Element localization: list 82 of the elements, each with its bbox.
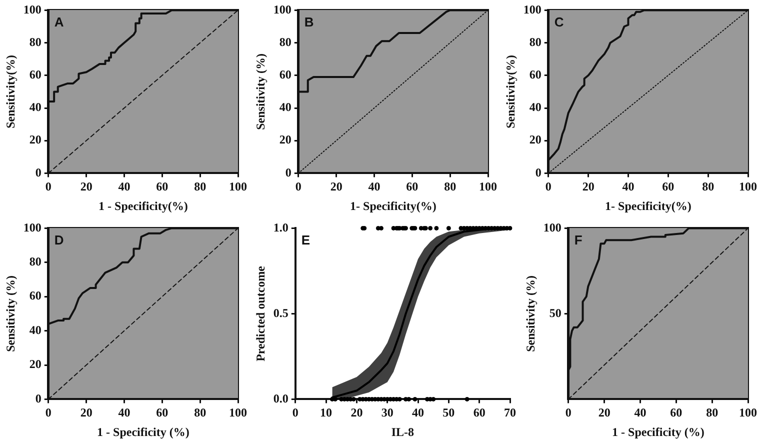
y-tick-label: 40 — [529, 100, 542, 114]
x-tick-label: 0 — [295, 179, 302, 194]
x-axis-title: 1- Specificity(%) — [350, 198, 436, 213]
x-tick-label: 60 — [670, 405, 682, 420]
x-tick-label: 40 — [634, 405, 646, 420]
y-tick-label: 0 — [35, 165, 42, 180]
x-tick-label: 40 — [118, 405, 130, 420]
y-tick-label: 100 — [23, 220, 42, 234]
y-tick-label: 100 — [23, 2, 42, 16]
y-tick-label: 80 — [29, 254, 42, 268]
y-tick-label: 0.5 — [273, 306, 288, 320]
y-axis-title: Sensitivity (%) — [3, 276, 18, 352]
y-tick-label: 0.0 — [273, 391, 288, 406]
x-tick-label: 40 — [412, 405, 424, 420]
x-tick-label: 60 — [156, 405, 168, 420]
annotation: B — [304, 14, 314, 30]
x-axis-title: IL-8 — [391, 424, 414, 439]
y-tick-label: 100 — [273, 2, 292, 16]
y-tick-label: 40 — [29, 100, 42, 114]
x-tick-label: 20 — [350, 405, 363, 420]
x-axis-title: 1 - Specificity(%) — [98, 198, 188, 213]
x-tick-label: 30 — [381, 405, 394, 420]
annotation: F — [574, 232, 582, 248]
y-tick-label: 100 — [523, 2, 542, 16]
x-tick-label: 60 — [662, 179, 674, 194]
y-axis-title: Sensitivity(%) — [3, 55, 18, 128]
x-tick-label: 80 — [194, 179, 206, 194]
x-tick-label: 80 — [702, 179, 714, 194]
x-tick-label: 70 — [504, 405, 516, 420]
y-axis-title: Sensitivity (%) — [253, 54, 268, 130]
y-tick-label: 20 — [279, 132, 292, 147]
y-tick-label: 40 — [279, 100, 292, 114]
y-tick-label: 20 — [29, 132, 42, 147]
y-axis-title: Predicted outcome — [253, 265, 268, 362]
x-tick-label: 50 — [442, 405, 455, 420]
y-axis-title: Sensitivity (%) — [523, 276, 538, 352]
y-tick-label: 40 — [29, 322, 42, 337]
x-tick-label: 0 — [45, 405, 52, 420]
x-tick-label: 0 — [45, 179, 52, 194]
x-tick-label: 40 — [622, 179, 634, 194]
y-axis-title: Sensitivity(%) — [503, 55, 518, 128]
x-tick-label: 60 — [156, 179, 168, 194]
annotation: D — [54, 232, 64, 248]
y-tick-label: 20 — [29, 357, 42, 372]
y-tick-label: 60 — [279, 67, 292, 82]
x-tick-label: 20 — [598, 405, 610, 420]
x-tick-label: 100 — [739, 405, 757, 420]
x-tick-label: 100 — [229, 405, 247, 420]
y-tick-label: 1.0 — [273, 220, 288, 234]
y-tick-label: 60 — [529, 67, 542, 82]
x-tick-label: 20 — [330, 179, 342, 194]
x-tick-label: 80 — [444, 179, 456, 194]
y-tick-label: 0 — [285, 165, 292, 180]
x-tick-label: 60 — [406, 179, 418, 194]
y-tick-label: 100 — [543, 220, 562, 234]
x-tick-label: 0 — [565, 405, 572, 420]
x-axis-title: 1 - Specificity (%) — [97, 424, 190, 439]
y-tick-label: 80 — [529, 34, 542, 49]
x-tick-label: 20 — [80, 179, 92, 194]
y-tick-label: 20 — [529, 132, 542, 147]
x-tick-label: 20 — [582, 179, 594, 194]
y-tick-label: 60 — [29, 288, 42, 303]
y-tick-label: 0 — [35, 391, 42, 406]
x-tick-label: 60 — [473, 405, 486, 420]
x-axis-title: 1- Specificity(%) — [605, 198, 692, 213]
annotation: C — [554, 14, 564, 30]
x-tick-label: 80 — [706, 405, 718, 420]
x-tick-label: 20 — [80, 405, 92, 420]
y-tick-label: 80 — [279, 34, 292, 49]
x-axis-title: 1 - Specificity (%) — [612, 424, 704, 439]
x-tick-label: 40 — [118, 179, 130, 194]
x-tick-label: 40 — [368, 179, 380, 194]
y-tick-label: 80 — [29, 34, 42, 49]
x-tick-label: 10 — [320, 405, 332, 420]
x-tick-label: 100 — [479, 179, 497, 194]
y-tick-label: 60 — [29, 67, 42, 82]
x-tick-label: 100 — [739, 179, 757, 194]
annotation: E — [301, 232, 310, 248]
y-tick-label: 0 — [535, 165, 542, 180]
x-tick-label: 100 — [229, 179, 247, 194]
annotation: A — [54, 14, 64, 30]
x-tick-label: 80 — [194, 405, 206, 420]
